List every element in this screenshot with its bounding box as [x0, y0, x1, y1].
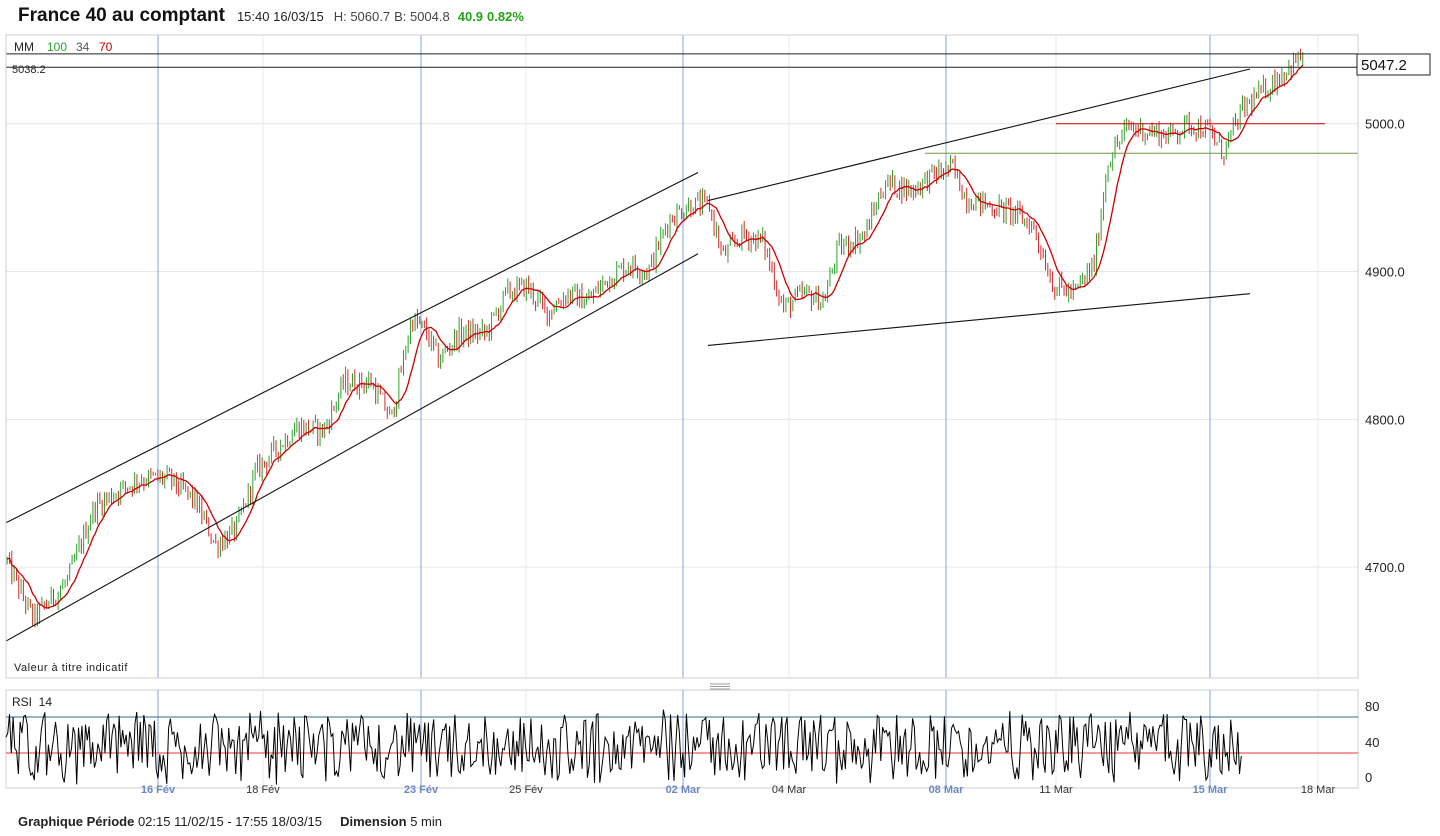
chart-footer: Graphique Période 02:15 11/02/15 - 17:55…: [18, 814, 442, 829]
x-tick-label: 11 Mar: [1039, 784, 1073, 796]
level-label-left: 5038.2: [12, 64, 46, 76]
panel-resize-handle[interactable]: [710, 683, 730, 690]
period-label: Graphique Période: [18, 814, 135, 829]
rsi-series-line: [5, 709, 1242, 785]
trendline[interactable]: [707, 68, 1251, 202]
current-price-label: 5047.2: [1361, 57, 1407, 74]
chart-header: France 40 au comptant 15:40 16/03/15 H: …: [18, 5, 524, 31]
rsi-plot-frame: [5, 689, 1359, 789]
rsi-label: RSI 14: [12, 695, 52, 709]
ma-legend-label: MM: [14, 40, 34, 54]
moving-average-line: [6, 64, 1304, 609]
main-plot-frame: [5, 34, 1359, 679]
bid-value: B: 5004.8: [394, 9, 450, 24]
x-tick-label: 16 Fév: [141, 784, 176, 796]
rsi-y-tick-label: 80: [1365, 699, 1379, 714]
x-tick-label: 23 Fév: [404, 784, 439, 796]
x-tick-label: 18 Mar: [1301, 784, 1336, 796]
instrument-title: France 40 au comptant: [18, 5, 225, 26]
x-tick-label: 02 Mar: [666, 784, 702, 796]
high-value: H: 5060.7: [333, 9, 391, 24]
y-tick-label: 5000.0: [1365, 117, 1405, 132]
dimension-label: Dimension: [340, 814, 407, 829]
trendline[interactable]: [5, 171, 699, 524]
change-value: 40.9: [457, 9, 484, 24]
dimension-value: 5 min: [410, 814, 442, 829]
x-tick-label: 08 Mar: [929, 784, 965, 796]
ma-legend-period-3: 70: [99, 40, 113, 54]
ma-legend-period-2: 34: [76, 40, 90, 54]
x-tick-label: 04 Mar: [772, 784, 807, 796]
ma-legend-period-1: 100: [47, 40, 67, 54]
x-tick-label: 25 Fév: [509, 784, 543, 796]
indicative-watermark: Valeur à titre indicatif: [14, 662, 128, 674]
trendline[interactable]: [707, 293, 1251, 346]
rsi-y-tick-label: 0: [1365, 770, 1372, 785]
x-tick-label: 18 Fév: [246, 784, 280, 796]
rsi-y-tick-label: 40: [1365, 735, 1379, 750]
change-percent: 0.82%: [487, 9, 524, 24]
current-price-box: [1356, 53, 1431, 76]
period-value: 02:15 11/02/15 - 17:55 18/03/15: [137, 814, 323, 829]
quote-datetime: 15:40 16/03/15: [236, 9, 324, 24]
x-tick-label: 15 Mar: [1193, 784, 1229, 796]
y-tick-label: 4800.0: [1365, 412, 1405, 427]
y-tick-label: 4700.0: [1365, 560, 1405, 575]
y-tick-label: 4900.0: [1365, 265, 1405, 280]
trendline[interactable]: [5, 253, 699, 642]
